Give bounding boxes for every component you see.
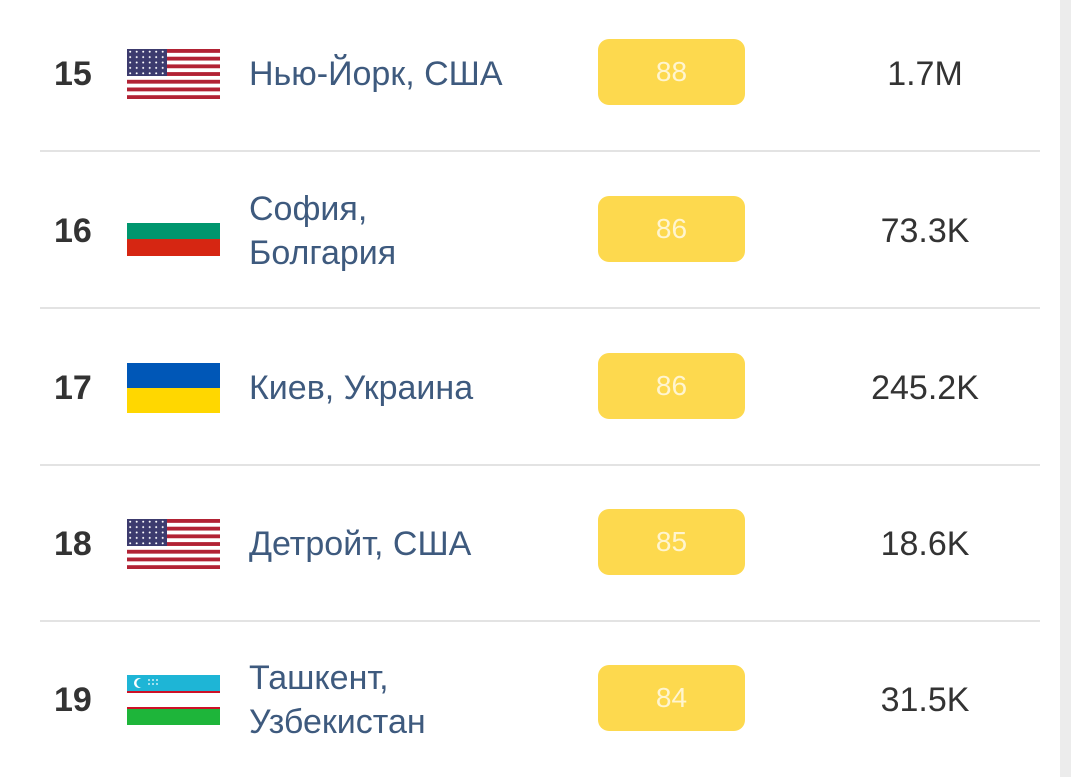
row[interactable]: 18 Детройт, США 85 18.6K	[0, 466, 1060, 622]
row[interactable]: 17 Киев, Украина 86 245.2K	[0, 310, 1060, 466]
score-badge: 86	[598, 196, 745, 262]
flag	[127, 363, 220, 413]
population: 18.6K	[880, 525, 970, 563]
row[interactable]: 16 София, Болгария 86 73.3K	[0, 153, 1060, 309]
separator	[40, 150, 1040, 152]
rank: 19	[54, 681, 92, 719]
flag	[127, 206, 220, 256]
rank: 18	[54, 525, 92, 563]
city[interactable]: София, Болгария	[249, 190, 397, 272]
score-badge: 88	[598, 39, 745, 105]
city[interactable]: Киев, Украина	[249, 369, 474, 407]
city[interactable]: Ташкент, Узбекистан	[249, 659, 426, 741]
city[interactable]: Детройт, США	[249, 525, 472, 563]
scroll-strip	[1060, 0, 1071, 777]
population: 31.5K	[880, 681, 970, 719]
rank: 15	[54, 55, 92, 93]
population: 245.2K	[871, 369, 979, 407]
score-badge: 86	[598, 353, 745, 419]
flag	[127, 675, 220, 725]
row[interactable]: 15 Нью-Йорк, США 88 1.7M	[0, 0, 1060, 152]
rank: 16	[54, 212, 92, 250]
row[interactable]: 19 Ташкент, Узбекистан 84 31.5K	[0, 622, 1060, 778]
rank: 17	[54, 369, 92, 407]
separator	[40, 307, 1040, 309]
flag	[127, 49, 220, 99]
separator	[40, 620, 1040, 622]
city[interactable]: Нью-Йорк, США	[249, 55, 503, 93]
population: 1.7M	[887, 55, 963, 93]
population: 73.3K	[880, 212, 970, 250]
separator	[40, 464, 1040, 466]
score-badge: 84	[598, 665, 745, 731]
score-badge: 85	[598, 509, 745, 575]
flag	[127, 519, 220, 569]
